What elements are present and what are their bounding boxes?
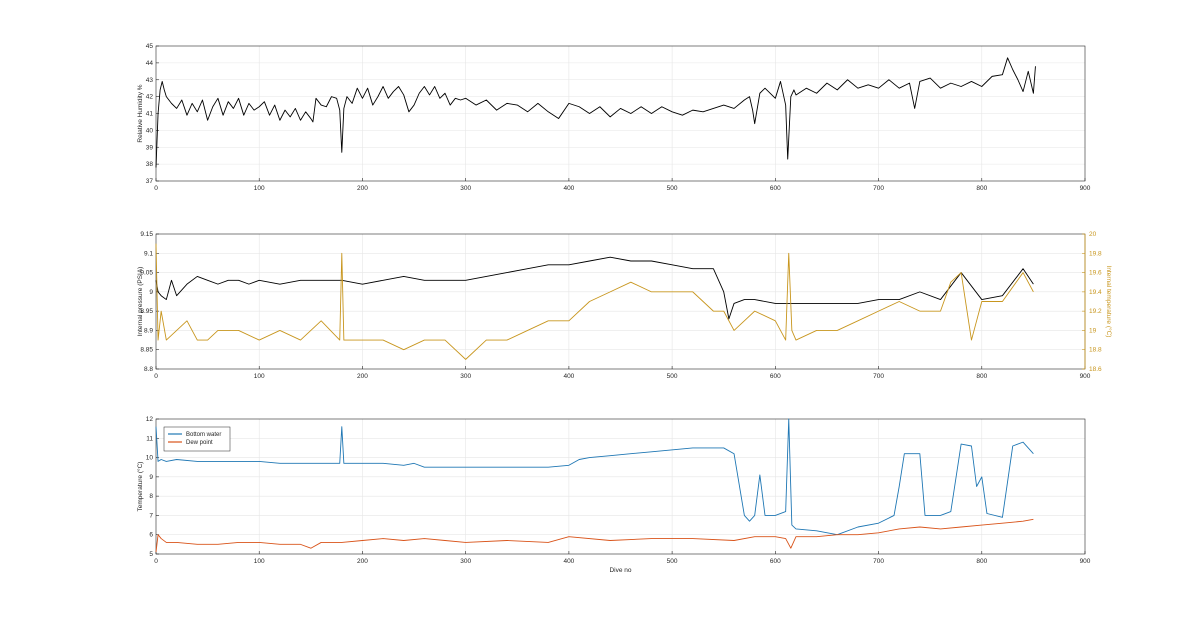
y-right-tick-label: 19.2 (1089, 308, 1102, 315)
x-tick-label: 800 (976, 558, 987, 565)
x-tick-label: 300 (460, 558, 471, 565)
x-tick-label: 0 (154, 373, 158, 380)
y-tick-label: 10 (146, 455, 154, 462)
x-tick-label: 300 (460, 185, 471, 192)
y-right-tick-label: 19.4 (1089, 289, 1102, 296)
series-line-1 (155, 57, 1036, 168)
y-tick-label: 5 (149, 551, 153, 558)
x-tick-label: 100 (254, 185, 265, 192)
y-tick-label: 8.95 (140, 308, 153, 315)
x-tick-label: 0 (154, 185, 158, 192)
legend-box (163, 426, 231, 452)
x-tick-label: 500 (667, 185, 678, 192)
y-right-tick-label: 20 (1089, 231, 1097, 238)
y-tick-label: 9 (149, 474, 153, 481)
panel-1: 0 100 200 300 400 500 600 700 800 900 37 38 39 40 41 42… (137, 43, 1091, 192)
x-tick-label: 900 (1080, 185, 1091, 192)
y-tick-label: 7 (149, 512, 153, 519)
panel-3: 0 100 200 300 400 500 600 700 800 900 5 6 7 8 9 10 11 12 T… (136, 416, 1091, 574)
x-tick-label: 500 (667, 558, 678, 565)
x-tick-label: 600 (770, 185, 781, 192)
x-tick-label: 200 (357, 185, 368, 192)
y-tick-label: 12 (146, 416, 154, 423)
series-line-1 (155, 418, 1034, 536)
y-tick-label: 9 (149, 289, 153, 296)
y-tick-label: 45 (146, 43, 154, 50)
y-axis-label: Relative Humidity % (137, 84, 144, 142)
legend: Bottom water Dew point (163, 426, 231, 452)
y-tick-label: 43 (146, 77, 154, 84)
x-tick-label: 0 (154, 558, 158, 565)
x-tick-label: 700 (873, 558, 884, 565)
series-line-2 (155, 243, 1034, 360)
y-tick-label: 44 (146, 60, 154, 67)
plot-frame (155, 418, 1086, 555)
x-tick-label: 300 (460, 373, 471, 380)
panel-2: 0 100 200 300 400 500 600 700 800 900 8.8 8.85 8.9 8.… (137, 231, 1113, 380)
x-tick-label: 200 (357, 558, 368, 565)
y-tick-label: 8.8 (144, 366, 153, 373)
y-tick-label: 8 (149, 493, 153, 500)
x-axis-label: Dive no (609, 567, 631, 574)
x-tick-label: 800 (976, 373, 987, 380)
y-tick-label: 6 (149, 532, 153, 539)
y-right-tick-label: 18.8 (1089, 347, 1102, 354)
y-tick-label: 40 (146, 127, 154, 134)
y-tick-label: 38 (146, 161, 154, 168)
series-line-2 (155, 518, 1034, 553)
x-tick-label: 400 (563, 558, 574, 565)
plot-frame (155, 233, 1086, 370)
y-tick-label: 42 (146, 94, 154, 101)
x-tick-label: 200 (357, 373, 368, 380)
x-tick-label: 100 (254, 558, 265, 565)
x-tick-label: 600 (770, 373, 781, 380)
y-tick-label: 8.85 (140, 347, 153, 354)
y-tick-label: 9.05 (140, 270, 153, 277)
y-right-axis-label: Internal temperature (°C) (1105, 266, 1113, 338)
x-tick-label: 700 (873, 185, 884, 192)
y-tick-label: 11 (146, 435, 153, 442)
x-tick-label: 700 (873, 373, 884, 380)
y-tick-label: 41 (146, 111, 154, 118)
y-right-tick-label: 19.8 (1089, 250, 1102, 257)
y-axis-label: Temperature (°C) (136, 462, 144, 512)
y-tick-label: 9.15 (140, 231, 153, 238)
x-tick-label: 800 (976, 185, 987, 192)
x-tick-label: 500 (667, 373, 678, 380)
y-tick-label: 39 (146, 144, 154, 151)
y-axis-label: Internal pressure (PSIA) (137, 267, 144, 337)
series-line-1 (155, 256, 1034, 320)
y-tick-label: 8.9 (144, 327, 153, 334)
x-tick-label: 900 (1080, 558, 1091, 565)
x-tick-label: 400 (563, 185, 574, 192)
y-right-tick-label: 19.6 (1089, 270, 1102, 277)
x-tick-label: 400 (563, 373, 574, 380)
legend-label: Bottom water (186, 432, 221, 438)
y-right-tick-label: 18.6 (1089, 366, 1102, 373)
x-tick-label: 600 (770, 558, 781, 565)
y-tick-label: 9.1 (144, 250, 153, 257)
x-tick-label: 100 (254, 373, 265, 380)
x-tick-label: 900 (1080, 373, 1091, 380)
legend-label: Dew point (186, 440, 213, 446)
y-tick-label: 37 (146, 178, 154, 185)
y-right-tick-label: 19 (1089, 327, 1097, 334)
